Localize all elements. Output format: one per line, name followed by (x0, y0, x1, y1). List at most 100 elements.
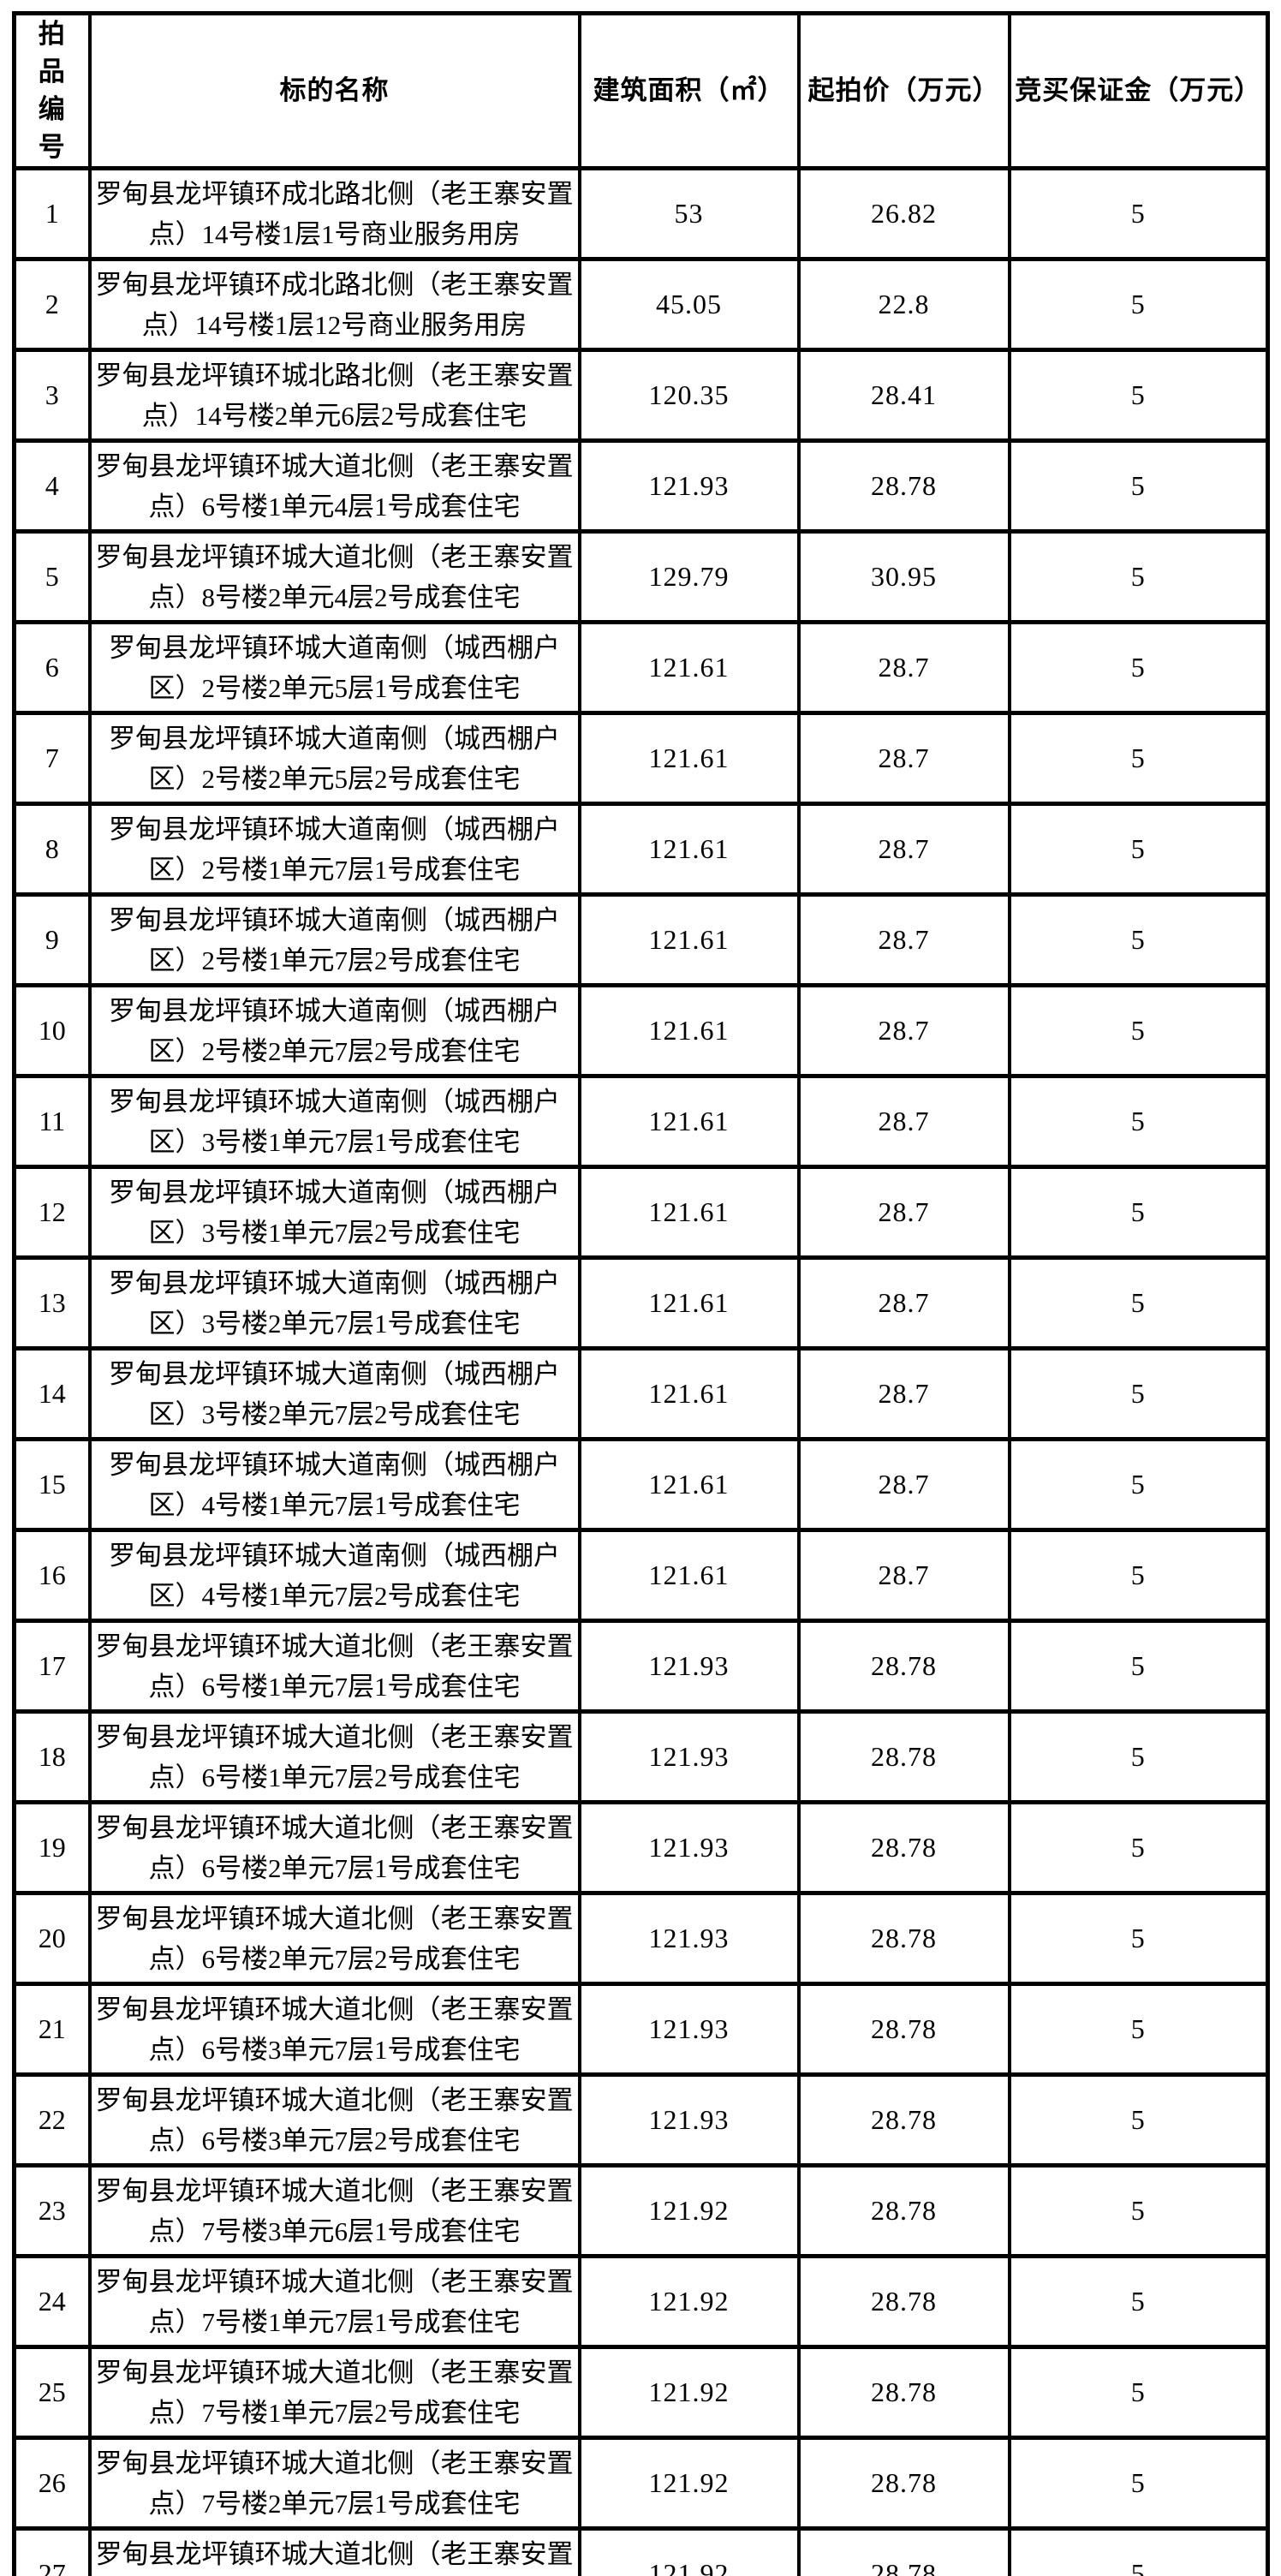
cell-item-no: 3 (12, 348, 92, 443)
cell-item-no: 20 (12, 1891, 92, 1986)
cell-deposit: 5 (1007, 348, 1270, 443)
cell-item-name: 罗甸县龙坪镇环城大道南侧（城西棚户区）2号楼1单元7层1号成套住宅 (87, 802, 581, 897)
cell-item-name: 罗甸县龙坪镇环城大道北侧（老王寨安置点）6号楼1单元4层1号成套住宅 (87, 438, 581, 534)
cell-item-name: 罗甸县龙坪镇环成北路北侧（老王寨安置点）14号楼1层12号商业服务用房 (87, 257, 581, 352)
cell-area: 121.92 (577, 2254, 801, 2349)
cell-deposit: 5 (1007, 438, 1270, 534)
cell-price: 28.7 (796, 983, 1011, 1078)
table-row: 6 罗甸县龙坪镇环城大道南侧（城西棚户区）2号楼2单元5层1号成套住宅 121.… (12, 620, 1270, 715)
table-row: 24 罗甸县龙坪镇环城大道北侧（老王寨安置点）7号楼1单元7层1号成套住宅 12… (12, 2254, 1270, 2349)
table-row: 5 罗甸县龙坪镇环城大道北侧（老王寨安置点）8号楼2单元4层2号成套住宅 129… (12, 529, 1270, 624)
cell-price: 28.7 (796, 892, 1011, 987)
cell-area: 121.92 (577, 2163, 801, 2258)
cell-item-no: 18 (12, 1709, 92, 1804)
cell-deposit: 5 (1007, 620, 1270, 715)
cell-price: 28.7 (796, 1437, 1011, 1532)
cell-deposit: 5 (1007, 983, 1270, 1078)
cell-area: 121.61 (577, 620, 801, 715)
cell-deposit: 5 (1007, 1437, 1270, 1532)
cell-deposit: 5 (1007, 1528, 1270, 1623)
cell-deposit: 5 (1007, 892, 1270, 987)
cell-price: 28.78 (796, 438, 1011, 534)
cell-price: 28.7 (796, 1255, 1011, 1351)
cell-item-no: 1 (12, 166, 92, 261)
cell-price: 28.78 (796, 2254, 1011, 2349)
cell-price: 28.78 (796, 2163, 1011, 2258)
cell-item-no: 5 (12, 529, 92, 624)
cell-deposit: 5 (1007, 1255, 1270, 1351)
cell-price: 28.7 (796, 711, 1011, 806)
cell-price: 28.7 (796, 620, 1011, 715)
cell-item-name: 罗甸县龙坪镇环城北路北侧（老王寨安置点）14号楼2单元6层2号成套住宅 (87, 348, 581, 443)
cell-area: 121.93 (577, 1982, 801, 2077)
cell-item-no: 9 (12, 892, 92, 987)
cell-area: 121.61 (577, 1528, 801, 1623)
cell-item-name: 罗甸县龙坪镇环城大道北侧（老王寨安置点）6号楼1单元7层2号成套住宅 (87, 1709, 581, 1804)
cell-deposit: 5 (1007, 2163, 1270, 2258)
table-row: 12 罗甸县龙坪镇环城大道南侧（城西棚户区）3号楼1单元7层2号成套住宅 121… (12, 1165, 1270, 1260)
table-row: 17 罗甸县龙坪镇环城大道北侧（老王寨安置点）6号楼1单元7层1号成套住宅 12… (12, 1619, 1270, 1714)
cell-price: 28.41 (796, 348, 1011, 443)
cell-area: 121.93 (577, 438, 801, 534)
cell-price: 28.78 (796, 2526, 1011, 2576)
cell-area: 121.61 (577, 1346, 801, 1441)
table-row: 21 罗甸县龙坪镇环城大道北侧（老王寨安置点）6号楼3单元7层1号成套住宅 12… (12, 1982, 1270, 2077)
cell-item-name: 罗甸县龙坪镇环城大道南侧（城西棚户区）4号楼1单元7层1号成套住宅 (87, 1437, 581, 1532)
cell-item-no: 19 (12, 1800, 92, 1895)
cell-item-no: 12 (12, 1165, 92, 1260)
cell-area: 121.93 (577, 1800, 801, 1895)
cell-deposit: 5 (1007, 2254, 1270, 2349)
cell-item-name: 罗甸县龙坪镇环城大道北侧（老王寨安置点）6号楼1单元7层1号成套住宅 (87, 1619, 581, 1714)
column-header-item-no: 拍品编号 (12, 11, 92, 170)
table-row: 3 罗甸县龙坪镇环城北路北侧（老王寨安置点）14号楼2单元6层2号成套住宅 12… (12, 348, 1270, 443)
cell-deposit: 5 (1007, 711, 1270, 806)
cell-item-no: 6 (12, 620, 92, 715)
cell-area: 121.61 (577, 711, 801, 806)
cell-item-no: 4 (12, 438, 92, 534)
table-row: 20 罗甸县龙坪镇环城大道北侧（老王寨安置点）6号楼2单元7层2号成套住宅 12… (12, 1891, 1270, 1986)
table-row: 26 罗甸县龙坪镇环城大道北侧（老王寨安置点）7号楼2单元7层1号成套住宅 12… (12, 2436, 1270, 2531)
cell-price: 22.8 (796, 257, 1011, 352)
table-row: 4 罗甸县龙坪镇环城大道北侧（老王寨安置点）6号楼1单元4层1号成套住宅 121… (12, 438, 1270, 534)
cell-item-no: 13 (12, 1255, 92, 1351)
cell-item-name: 罗甸县龙坪镇环城大道南侧（城西棚户区）2号楼1单元7层2号成套住宅 (87, 892, 581, 987)
table-row: 2 罗甸县龙坪镇环成北路北侧（老王寨安置点）14号楼1层12号商业服务用房 45… (12, 257, 1270, 352)
cell-item-no: 27 (12, 2526, 92, 2576)
table-row: 13 罗甸县龙坪镇环城大道南侧（城西棚户区）3号楼2单元7层1号成套住宅 121… (12, 1255, 1270, 1351)
cell-price: 28.7 (796, 1528, 1011, 1623)
cell-item-no: 22 (12, 2072, 92, 2168)
cell-item-no: 8 (12, 802, 92, 897)
cell-price: 28.78 (796, 1709, 1011, 1804)
cell-item-name: 罗甸县龙坪镇环城大道南侧（城西棚户区）2号楼2单元7层2号成套住宅 (87, 983, 581, 1078)
cell-area: 121.61 (577, 892, 801, 987)
cell-price: 28.7 (796, 802, 1011, 897)
cell-deposit: 5 (1007, 1346, 1270, 1441)
cell-price: 28.78 (796, 1619, 1011, 1714)
table-row: 14 罗甸县龙坪镇环城大道南侧（城西棚户区）3号楼2单元7层2号成套住宅 121… (12, 1346, 1270, 1441)
cell-item-name: 罗甸县龙坪镇环城大道北侧（老王寨安置点）7号楼2单元7层1号成套住宅 (87, 2436, 581, 2531)
table-row: 9 罗甸县龙坪镇环城大道南侧（城西棚户区）2号楼1单元7层2号成套住宅 121.… (12, 892, 1270, 987)
cell-area: 45.05 (577, 257, 801, 352)
cell-item-name: 罗甸县龙坪镇环城大道北侧（老王寨安置点）6号楼2单元7层2号成套住宅 (87, 1891, 581, 1986)
cell-item-name: 罗甸县龙坪镇环城大道南侧（城西棚户区）2号楼2单元5层1号成套住宅 (87, 620, 581, 715)
cell-area: 121.61 (577, 802, 801, 897)
column-header-price: 起拍价（万元） (796, 11, 1011, 170)
cell-deposit: 5 (1007, 1165, 1270, 1260)
cell-item-name: 罗甸县龙坪镇环城大道北侧（老王寨安置点）7号楼1单元7层1号成套住宅 (87, 2254, 581, 2349)
cell-area: 121.93 (577, 1891, 801, 1986)
cell-item-no: 10 (12, 983, 92, 1078)
table-row: 18 罗甸县龙坪镇环城大道北侧（老王寨安置点）6号楼1单元7层2号成套住宅 12… (12, 1709, 1270, 1804)
cell-price: 28.78 (796, 2072, 1011, 2168)
table-row: 1 罗甸县龙坪镇环成北路北侧（老王寨安置点）14号楼1层1号商业服务用房 53 … (12, 166, 1270, 261)
cell-area: 121.92 (577, 2345, 801, 2440)
cell-price: 28.78 (796, 1891, 1011, 1986)
cell-item-no: 11 (12, 1074, 92, 1169)
column-header-deposit: 竞买保证金（万元） (1007, 11, 1270, 170)
cell-item-name: 罗甸县龙坪镇环城大道南侧（城西棚户区）3号楼1单元7层2号成套住宅 (87, 1165, 581, 1260)
cell-area: 121.61 (577, 1437, 801, 1532)
cell-area: 121.92 (577, 2526, 801, 2576)
cell-item-name: 罗甸县龙坪镇环城大道北侧（老王寨安置点）6号楼2单元7层1号成套住宅 (87, 1800, 581, 1895)
cell-area: 129.79 (577, 529, 801, 624)
cell-deposit: 5 (1007, 1619, 1270, 1714)
table-row: 22 罗甸县龙坪镇环城大道北侧（老王寨安置点）6号楼3单元7层2号成套住宅 12… (12, 2072, 1270, 2168)
